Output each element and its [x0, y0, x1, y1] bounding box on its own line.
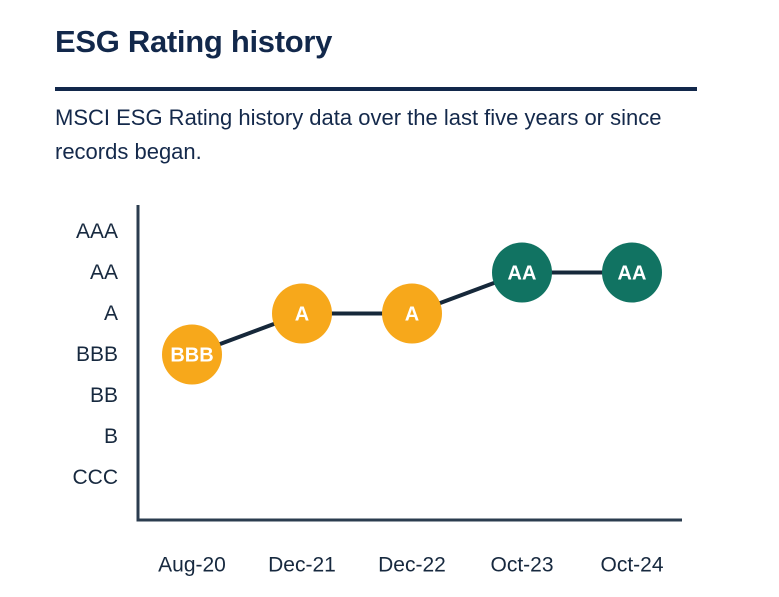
y-tick-label: BB	[90, 384, 118, 407]
x-tick-label: Dec-21	[268, 554, 336, 577]
rating-point-label: AA	[618, 263, 647, 285]
rating-point	[272, 283, 332, 344]
title-divider	[55, 87, 697, 91]
esg-rating-chart: AAA AA A BBB BB B CCC Aug-20 Dec-21 Dec-22 Oct-23 O…	[0, 180, 779, 597]
y-tick-label: B	[104, 425, 118, 448]
x-tick-label: Oct-24	[600, 554, 663, 577]
rating-point	[602, 242, 662, 303]
x-tick-label: Oct-23	[490, 554, 553, 577]
x-tick-label: Aug-20	[158, 554, 226, 577]
rating-point	[162, 324, 222, 385]
subtitle-text: MSCI ESG Rating history data over the la…	[55, 105, 662, 164]
page-title: ESG Rating history	[55, 24, 333, 59]
x-tick-label: Dec-22	[378, 554, 446, 577]
rating-point-label: AA	[508, 263, 537, 285]
y-tick-label: AA	[90, 261, 118, 284]
rating-point	[382, 283, 442, 344]
rating-point-label: A	[405, 304, 419, 326]
rating-point	[492, 242, 552, 303]
rating-point-label: BBB	[170, 345, 213, 367]
rating-point-label: A	[295, 304, 309, 326]
y-tick-label: AAA	[76, 220, 118, 243]
y-tick-label: BBB	[76, 343, 118, 366]
y-tick-label: A	[104, 302, 118, 325]
y-tick-label: CCC	[73, 466, 119, 489]
